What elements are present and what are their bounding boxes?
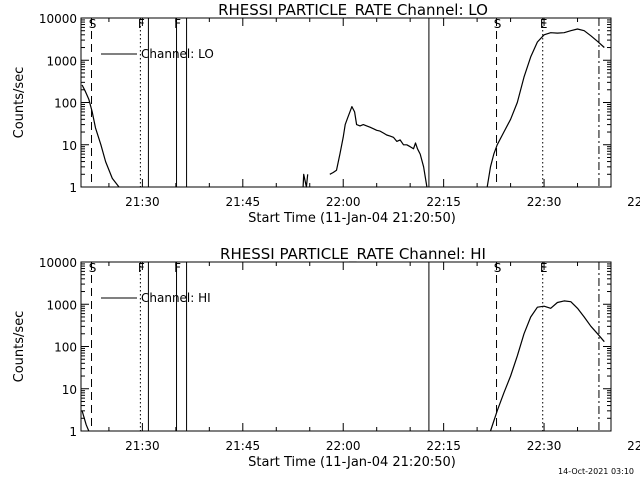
marker-label: E [540, 261, 548, 275]
x-tick-label: 22:30 [527, 439, 562, 453]
x-tick-label: 22:30 [527, 195, 562, 209]
marker-label: E [540, 17, 548, 31]
marker-label: F [174, 17, 181, 31]
y-tick-label: 10 [62, 383, 77, 397]
x-axis-label: Start Time (11-Jan-04 21:20:50) [248, 211, 456, 226]
marker-label: F [138, 17, 145, 31]
x-tick-label: 21:30 [125, 439, 160, 453]
y-tick-label: 1 [69, 425, 77, 439]
marker-label: S [494, 17, 502, 31]
legend-label: Channel: LO [141, 47, 214, 61]
marker-label: S [89, 17, 97, 31]
x-tick-label: 22:00 [326, 439, 361, 453]
y-tick-label: 100 [54, 341, 77, 355]
y-tick-label: 1 [69, 181, 77, 195]
y-tick-label: 10 [62, 139, 77, 153]
x-tick-label: 22:00 [326, 195, 361, 209]
y-axis-label: Counts/sec [12, 311, 27, 383]
x-tick-label: 22:45 [627, 195, 640, 209]
y-tick-label: 10000 [39, 256, 77, 270]
plot-frame [80, 17, 612, 188]
marker-label: S [89, 261, 97, 275]
y-tick-label: 10000 [39, 12, 77, 26]
marker-label: F [138, 261, 145, 275]
y-tick-label: 1000 [46, 298, 77, 312]
legend-label: Channel: HI [141, 291, 211, 305]
footer-date: 14-Oct-2021 03:10 [558, 467, 634, 476]
series-line [81, 300, 605, 432]
y-tick-label: 100 [54, 97, 77, 111]
x-tick-label: 21:30 [125, 195, 160, 209]
marker-label: S [494, 261, 502, 275]
chart-panel-lo: RHESSI PARTICLE_RATE Channel: LO Start Ti… [12, 1, 640, 226]
y-axis-label: Counts/sec [12, 67, 27, 139]
x-tick-label: 21:45 [226, 439, 261, 453]
x-axis-label: Start Time (11-Jan-04 21:20:50) [248, 455, 456, 470]
plot-frame [80, 261, 612, 432]
chart-panel-hi: RHESSI PARTICLE_RATE Channel: HI Start Ti… [12, 245, 640, 470]
marker-label: F [174, 261, 181, 275]
x-tick-label: 22:45 [627, 439, 640, 453]
x-tick-label: 22:15 [426, 439, 461, 453]
x-tick-label: 21:45 [226, 195, 261, 209]
series-line [81, 28, 605, 188]
chart-title: RHESSI PARTICLE_RATE Channel: HI [220, 245, 486, 264]
y-tick-label: 1000 [46, 54, 77, 68]
x-tick-label: 22:15 [426, 195, 461, 209]
chart-title: RHESSI PARTICLE_RATE Channel: LO [218, 1, 488, 20]
